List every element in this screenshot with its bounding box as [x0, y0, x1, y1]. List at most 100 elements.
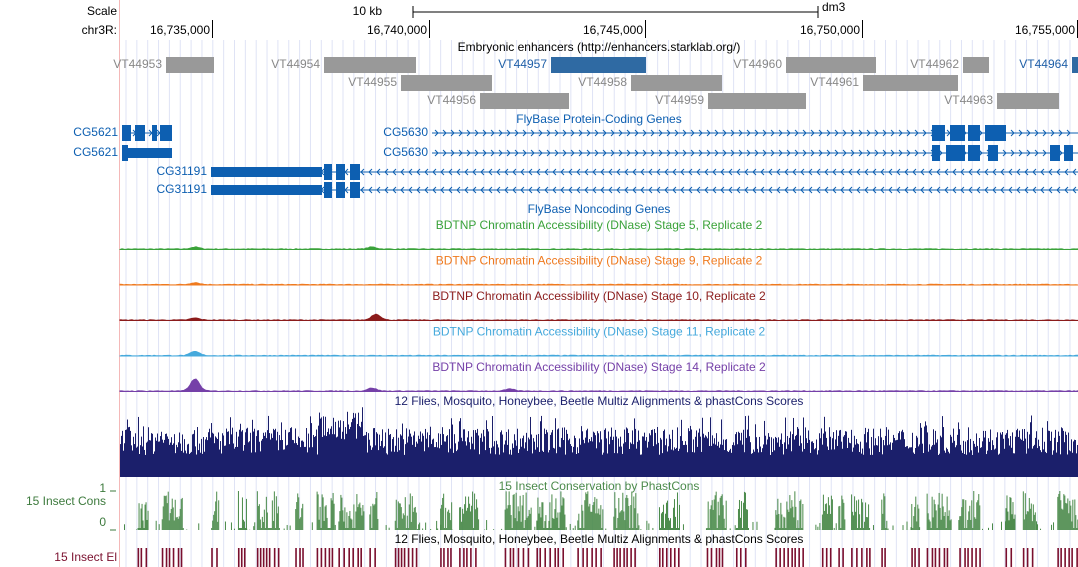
- strand-arrow: [784, 186, 789, 194]
- multiz-bar: [1058, 431, 1059, 477]
- strand-arrow: [440, 186, 445, 194]
- multiz-bar: [391, 451, 392, 477]
- multiz-bar: [768, 433, 769, 477]
- strand-arrow: [960, 186, 965, 194]
- multiz-bar: [142, 446, 143, 477]
- cons-bar: [1065, 502, 1067, 530]
- cons-bar: [600, 505, 602, 530]
- cons-bar: [739, 517, 741, 530]
- cons-bar: [854, 496, 856, 530]
- multiz-bar: [1041, 452, 1042, 477]
- multiz-bar: [260, 451, 261, 477]
- multiz-bar: [855, 444, 856, 477]
- multiz-bar: [425, 428, 426, 477]
- multiz-bar: [134, 444, 135, 477]
- cons-bar: [278, 528, 280, 530]
- strand-arrow: [640, 186, 645, 194]
- multiz-bar: [775, 436, 776, 477]
- multiz-bar: [318, 425, 319, 477]
- multiz-bar: [155, 437, 156, 477]
- strand-arrow: [528, 186, 533, 194]
- multiz-bar: [685, 441, 686, 477]
- strand-arrow: [778, 129, 783, 137]
- multiz-bar: [363, 435, 364, 477]
- multiz-bar: [266, 438, 267, 477]
- strand-arrow: [848, 168, 853, 176]
- multiz-bar: [163, 442, 164, 477]
- multiz-bar: [151, 433, 152, 477]
- multiz-bar: [646, 437, 647, 477]
- multiz-bar: [1057, 442, 1058, 477]
- cons-bar: [211, 528, 213, 530]
- multiz-bar: [371, 449, 372, 477]
- cons-bar: [362, 505, 364, 530]
- multiz-bar: [407, 442, 408, 477]
- multiz-bar: [540, 421, 541, 477]
- cons-bar: [796, 528, 798, 530]
- cons-bar: [948, 510, 950, 530]
- cons-bar: [276, 513, 278, 530]
- cons-bar: [419, 522, 421, 530]
- strand-arrow: [834, 149, 839, 157]
- strand-arrow: [488, 186, 493, 194]
- multiz-bar: [1040, 450, 1041, 477]
- cons-bar: [371, 528, 373, 530]
- element: [744, 548, 747, 567]
- strand-arrow: [570, 149, 575, 157]
- scale-assembly: dm3: [822, 0, 846, 14]
- cons-bar: [142, 520, 144, 530]
- multiz-bar: [609, 444, 610, 477]
- multiz-bar: [573, 446, 574, 477]
- multiz-bar: [139, 454, 140, 477]
- strand-arrow: [576, 186, 581, 194]
- cons-bar: [618, 497, 620, 530]
- cons-bar: [463, 513, 465, 530]
- multiz-bar: [994, 449, 995, 477]
- strand-arrow: [514, 129, 519, 137]
- multiz-bar: [984, 437, 985, 477]
- element: [352, 548, 354, 567]
- cons-bar: [320, 528, 322, 530]
- multiz-bar: [377, 433, 378, 477]
- element: [268, 548, 271, 567]
- multiz-bar: [289, 431, 290, 477]
- multiz-bar: [205, 439, 206, 477]
- strand-arrow: [824, 168, 829, 176]
- multiz-bar: [517, 428, 518, 477]
- strand-arrow: [416, 186, 421, 194]
- multiz-bar: [236, 431, 237, 477]
- multiz-bar: [1035, 437, 1036, 477]
- exon: [324, 182, 332, 198]
- strand-arrow: [496, 186, 501, 194]
- strand-arrow: [858, 149, 863, 157]
- multiz-bar: [137, 446, 138, 477]
- cons-bar: [244, 528, 246, 530]
- strand-arrow: [1034, 149, 1039, 157]
- multiz-bar: [126, 429, 127, 477]
- strand-arrow: [944, 168, 949, 176]
- multiz-bar: [1009, 445, 1010, 477]
- multiz-bar: [877, 445, 878, 477]
- multiz-bar: [1005, 434, 1006, 477]
- multiz-bar: [866, 442, 867, 477]
- cons-bar: [860, 528, 862, 530]
- multiz-bar: [630, 442, 631, 477]
- element: [665, 548, 668, 567]
- cons-bar: [631, 491, 633, 530]
- strand-arrow: [696, 186, 701, 194]
- multiz-bar: [1025, 438, 1026, 477]
- cons-bar: [536, 520, 538, 530]
- multiz-bar: [947, 449, 948, 477]
- element: [881, 548, 883, 567]
- multiz-bar: [619, 446, 620, 477]
- strand-arrow: [850, 129, 855, 137]
- multiz-bar: [924, 426, 925, 477]
- multiz-bar: [221, 453, 222, 477]
- multiz-bar: [689, 431, 690, 477]
- multiz-bar: [643, 436, 644, 477]
- cons-bar: [181, 497, 183, 530]
- cons-bar: [338, 521, 340, 530]
- multiz-bar: [967, 440, 968, 477]
- multiz-bar: [1000, 432, 1001, 477]
- strand-arrow: [832, 168, 837, 176]
